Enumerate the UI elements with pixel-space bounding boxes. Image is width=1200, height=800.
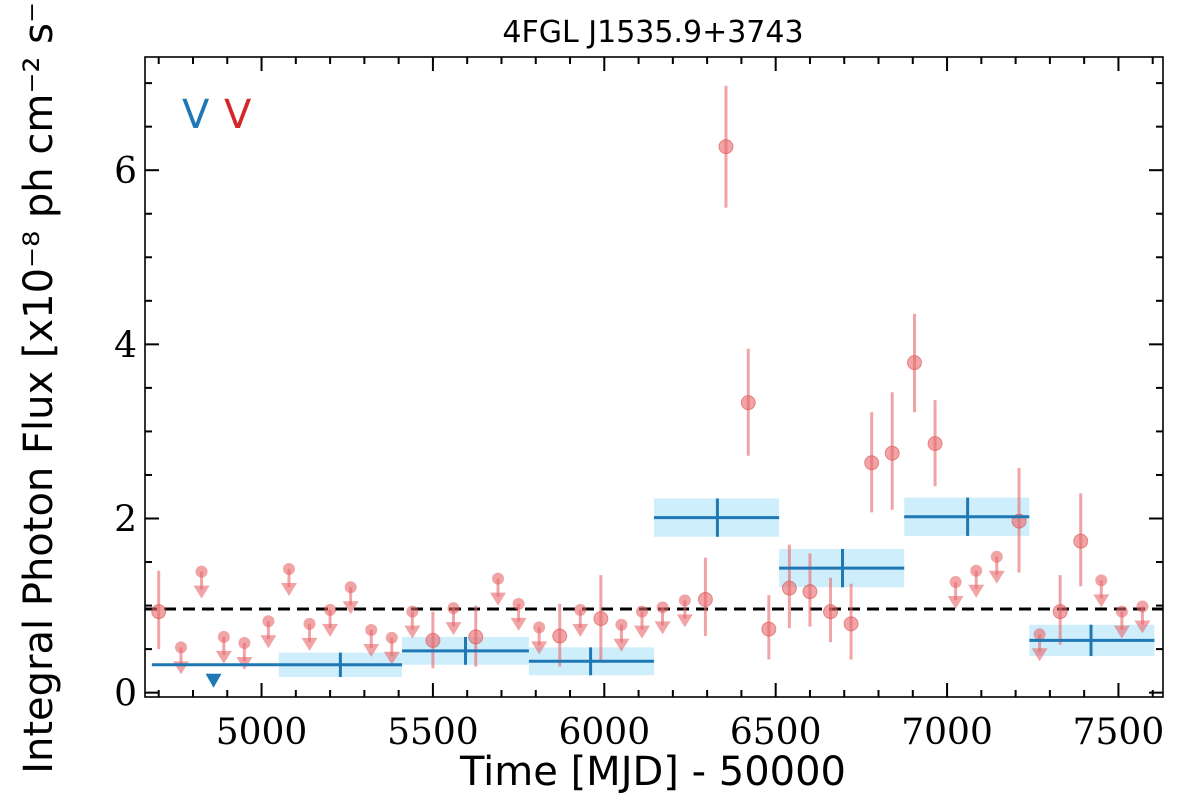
red-upper-limit-arrow [1093,594,1110,608]
x-tick-label: 5000 [216,712,308,753]
red-upper-limit-arrow [280,583,297,596]
red-upper-limit-arrow [301,637,318,651]
red-upper-limit-arrow [363,643,380,657]
legend-entry-red: V [224,92,252,138]
red-upper-limit-marker [990,550,1003,563]
x-tick-label: 7500 [1073,712,1165,753]
red-upper-limit-arrow [947,596,964,610]
red-data-point [552,628,568,644]
red-upper-limit-marker [1115,605,1128,618]
red-data-point [884,445,900,461]
red-upper-limit-arrow [968,584,985,598]
red-upper-limit-arrow [322,623,339,637]
y-axis-title: Integral Photon Flux [x10⁻⁸ ph cm⁻² s⁻¹] [16,0,62,774]
red-upper-limit-arrow [445,622,462,636]
red-data-point [425,632,441,648]
chart-title: 4FGL J1535.9+3743 [502,15,803,50]
red-upper-limit-marker [1095,574,1108,587]
red-upper-limit-arrow [634,625,651,639]
red-upper-limit-arrow [510,617,527,631]
red-upper-limit-marker [447,602,460,615]
red-data-point [781,580,797,596]
red-data-point [1052,604,1068,620]
x-tick-label: 5500 [387,712,479,753]
red-upper-limit-marker [344,581,357,594]
y-tick-label: 4 [114,325,137,366]
red-upper-limit-arrow [531,641,548,655]
blue-series-points [151,497,1155,688]
red-upper-limit-marker [365,623,378,636]
red-data-point [843,616,859,632]
red-upper-limit-marker [533,621,546,634]
red-upper-limit-marker [174,641,187,654]
red-data-point [740,395,756,411]
red-upper-limit-arrow [676,614,693,628]
tick-labels: 5000 5500 6000 6500 7000 7500 0 2 4 6 [114,151,1164,753]
red-upper-limit-marker [615,618,628,631]
y-tick-label: 2 [114,499,137,540]
red-upper-limit-marker [492,572,505,585]
red-upper-limit-marker [656,601,669,614]
red-series-points [151,85,1151,675]
red-data-point [151,604,167,620]
red-upper-limit-arrow [1031,648,1048,662]
y-tick-label: 0 [114,674,137,715]
red-upper-limit-marker [512,597,525,610]
plot-frame [144,56,1164,698]
red-upper-limit-arrow [383,651,400,665]
red-upper-limit-marker [303,617,316,630]
red-data-point [761,621,777,637]
red-upper-limit-marker [238,637,251,650]
red-upper-limit-marker [574,603,587,616]
red-data-point [864,455,880,471]
red-upper-limit-marker [262,615,275,628]
red-data-point [1073,533,1089,549]
red-upper-limit-arrow [490,592,507,606]
x-tick-label: 7000 [901,712,993,753]
red-upper-limit-marker [385,631,398,644]
red-upper-limit-arrow [342,601,359,615]
red-data-point [718,139,734,155]
red-upper-limit-arrow [404,625,421,639]
red-data-point [593,611,609,627]
red-upper-limit-marker [678,594,691,607]
red-upper-limit-marker [282,563,295,575]
red-upper-limit-marker [324,603,337,616]
x-tick-label: 6500 [730,712,822,753]
red-data-point [823,604,839,620]
x-tick-label: 6000 [558,712,650,753]
red-upper-limit-arrow [260,635,277,649]
x-axis-title: Time [MJD] - 50000 [459,749,846,795]
red-upper-limit-marker [217,630,230,643]
red-data-point [802,584,818,600]
red-upper-limit-marker [406,605,419,618]
red-upper-limit-marker [949,576,962,589]
red-upper-limit-marker [1033,628,1046,641]
red-data-point [468,629,484,645]
red-upper-limit-marker [1136,600,1149,613]
red-upper-limit-arrow [988,570,1005,584]
legend: V V [182,92,252,138]
red-upper-limit-arrow [1134,620,1151,634]
axis-ticks [145,57,1163,697]
red-upper-limit-arrow [1113,625,1130,639]
legend-entry-blue: V [182,92,210,138]
red-upper-limit-marker [636,605,649,618]
red-data-point [697,591,713,607]
red-upper-limit-arrow [193,585,210,599]
red-upper-limit-arrow [572,623,589,637]
blue-upper-limit-arrow [205,673,222,688]
red-upper-limit-marker [195,565,208,578]
red-upper-limit-arrow [654,621,671,635]
red-upper-limit-arrow [215,650,232,664]
red-upper-limit-arrow [613,638,630,652]
red-upper-limit-marker [970,564,983,577]
y-tick-label: 6 [114,151,137,192]
red-data-point [906,355,922,371]
red-data-point [927,436,943,452]
